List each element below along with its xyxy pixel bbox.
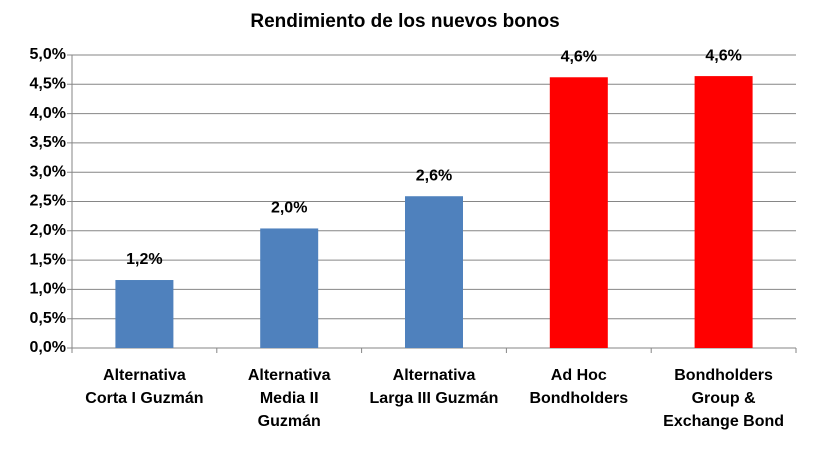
x-tick-label-line: Group &	[692, 390, 756, 407]
y-tick-label: 0,0%	[30, 339, 66, 356]
y-tick-label: 4,0%	[30, 105, 66, 122]
x-tick-label-line: Ad Hoc	[551, 367, 607, 384]
x-tick-label-line: Media II	[260, 390, 319, 407]
value-label: 2,0%	[271, 200, 307, 217]
x-tick-label: Ad Hoc Bondholders	[529, 367, 628, 407]
value-label: 1,2%	[126, 251, 162, 268]
bar	[405, 196, 463, 348]
x-tick-label: Alternativa Larga III Guzmán	[370, 367, 499, 407]
y-tick-label: 1,0%	[30, 281, 66, 298]
x-tick-label-line: Bondholders	[529, 390, 628, 407]
y-tick-label: 5,0%	[30, 46, 66, 63]
x-tick-label: Alternativa Media II Guzmán	[248, 367, 331, 430]
chart-title: Rendimiento de los nuevos bonos	[250, 11, 559, 32]
x-tick-label-line: Guzmán	[258, 413, 321, 430]
y-tick-label: 1,5%	[30, 251, 66, 268]
y-tick-label: 4,5%	[30, 76, 66, 93]
y-tick-label: 2,5%	[30, 193, 66, 210]
x-tick-label-line: Alternativa	[248, 367, 331, 384]
x-tick-label-line: Alternativa	[393, 367, 476, 384]
x-tick-label-line: Exchange Bond	[663, 413, 784, 430]
bar	[260, 228, 319, 348]
value-label: 4,6%	[705, 47, 741, 64]
x-tick-label-line: Bondholders	[674, 367, 773, 384]
value-label: 2,6%	[416, 167, 452, 184]
y-tick-label: 3,0%	[30, 163, 66, 180]
x-tick-label-line: Corta I Guzmán	[85, 390, 203, 407]
x-tick-label-line: Alternativa	[103, 367, 186, 384]
x-tick-label-line: Larga III Guzmán	[370, 390, 499, 407]
y-tick-label: 0,5%	[30, 310, 66, 327]
x-tick-label: Alternativa Corta I Guzmán	[85, 367, 203, 407]
bar	[694, 76, 753, 348]
y-tick-label: 3,5%	[30, 134, 66, 151]
bar	[549, 77, 608, 348]
bar	[115, 280, 174, 348]
y-tick-label: 2,0%	[30, 222, 66, 239]
value-label: 4,6%	[561, 48, 597, 65]
x-tick-label: Bondholders Group & Exchange Bond	[663, 367, 784, 430]
